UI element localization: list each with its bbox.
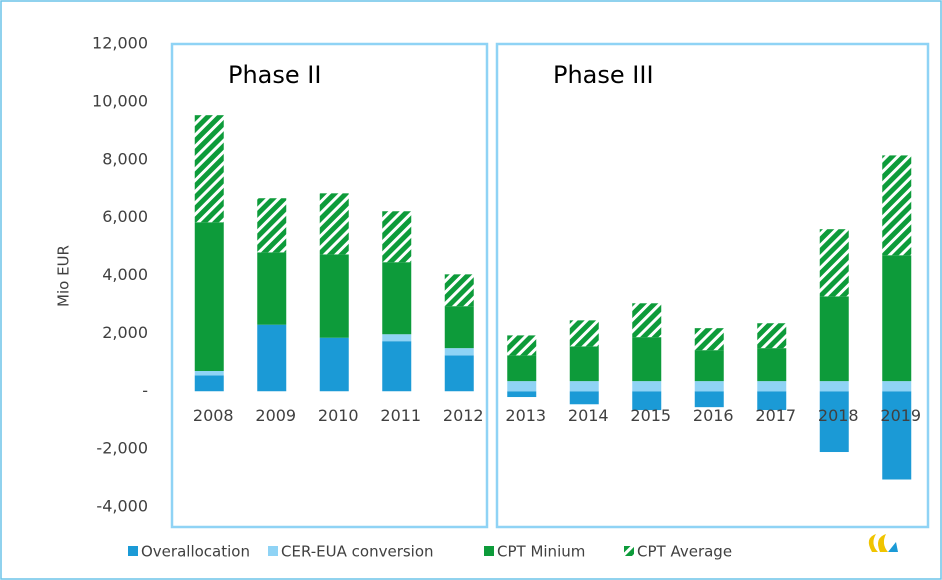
bar-segment: [632, 303, 662, 338]
bar-segment: [382, 341, 412, 392]
bar-segment: [444, 348, 474, 356]
x-tick-label: 2018: [818, 406, 859, 425]
x-tick-label: 2013: [505, 406, 546, 425]
y-tick-label: -: [142, 381, 148, 400]
bar-segment: [569, 346, 599, 382]
legend-label: CPT Average: [637, 543, 732, 561]
bar-segment: [507, 381, 537, 392]
bar-segment: [694, 328, 724, 351]
legend-label: Overallocation: [141, 543, 250, 561]
bar-segment: [319, 193, 349, 255]
bar-segment: [882, 155, 912, 256]
legend-label: CPT Minium: [497, 543, 585, 561]
phase-label: Phase III: [553, 61, 654, 89]
bar-segment: [819, 229, 849, 297]
bar-segment: [819, 381, 849, 392]
bar-segment: [257, 198, 287, 253]
legend-swatch: [128, 546, 138, 556]
bar-segment: [694, 391, 724, 408]
bar-segment: [757, 381, 787, 392]
y-tick-label: 8,000: [102, 149, 148, 168]
x-tick-label: 2009: [255, 406, 296, 425]
bar-segment: [382, 262, 412, 335]
y-tick-label: 12,000: [92, 34, 148, 53]
y-tick-label: 10,000: [92, 91, 148, 110]
x-tick-label: 2012: [443, 406, 484, 425]
y-axis-title: Mio EUR: [55, 245, 73, 307]
legend-label: CER-EUA conversion: [281, 543, 434, 561]
phase-box: [170, 42, 489, 529]
bar-segment: [632, 391, 662, 411]
bar-segment: [569, 391, 599, 405]
bar-segment: [382, 334, 412, 342]
x-tick-label: 2016: [693, 406, 734, 425]
bar-segment: [569, 381, 599, 392]
bar-segment: [694, 381, 724, 392]
bar-segment: [694, 350, 724, 382]
bar-segment: [194, 222, 224, 371]
bar-segment: [882, 255, 912, 382]
bar-segment: [319, 254, 349, 338]
bar-segment: [632, 337, 662, 382]
bar-segment: [507, 355, 537, 382]
x-tick-label: 2014: [568, 406, 609, 425]
x-tick-label: 2019: [880, 406, 921, 425]
bar-segment: [257, 324, 287, 392]
bar-segment: [569, 320, 599, 347]
x-tick-label: 2011: [380, 406, 421, 425]
y-tick-label: 6,000: [102, 207, 148, 226]
bar-segment: [194, 375, 224, 392]
bar-segment: [257, 252, 287, 325]
y-tick-label: 4,000: [102, 265, 148, 284]
y-tick-label: -4,000: [96, 497, 148, 516]
y-tick-label: 2,000: [102, 323, 148, 342]
x-tick-label: 2017: [755, 406, 796, 425]
bar-segment: [882, 391, 912, 480]
x-tick-label: 2008: [193, 406, 234, 425]
bar-segment: [882, 381, 912, 392]
bar-segment: [444, 306, 474, 349]
legend-swatch: [484, 546, 494, 556]
legend-swatch: [268, 546, 278, 556]
bar-segment: [194, 115, 224, 223]
bar-segment: [444, 355, 474, 392]
logo: [868, 534, 898, 552]
y-tick-label: -2,000: [96, 439, 148, 458]
bar-segment: [507, 391, 537, 398]
bar-segment: [194, 370, 224, 376]
bar-segment: [757, 323, 787, 349]
bar-segment: [819, 296, 849, 382]
bar-segment: [632, 381, 662, 392]
bar-segment: [757, 391, 787, 411]
phase-label: Phase II: [228, 61, 321, 89]
bar-segment: [819, 391, 849, 453]
legend-swatch: [624, 546, 634, 556]
bar-segment: [757, 348, 787, 382]
bar-segment: [507, 335, 537, 356]
bar-segment: [382, 211, 412, 263]
phase-box: [495, 42, 930, 529]
bar-segment: [444, 274, 474, 307]
x-tick-label: 2015: [630, 406, 671, 425]
bar-segment: [319, 337, 349, 392]
x-tick-label: 2010: [318, 406, 359, 425]
